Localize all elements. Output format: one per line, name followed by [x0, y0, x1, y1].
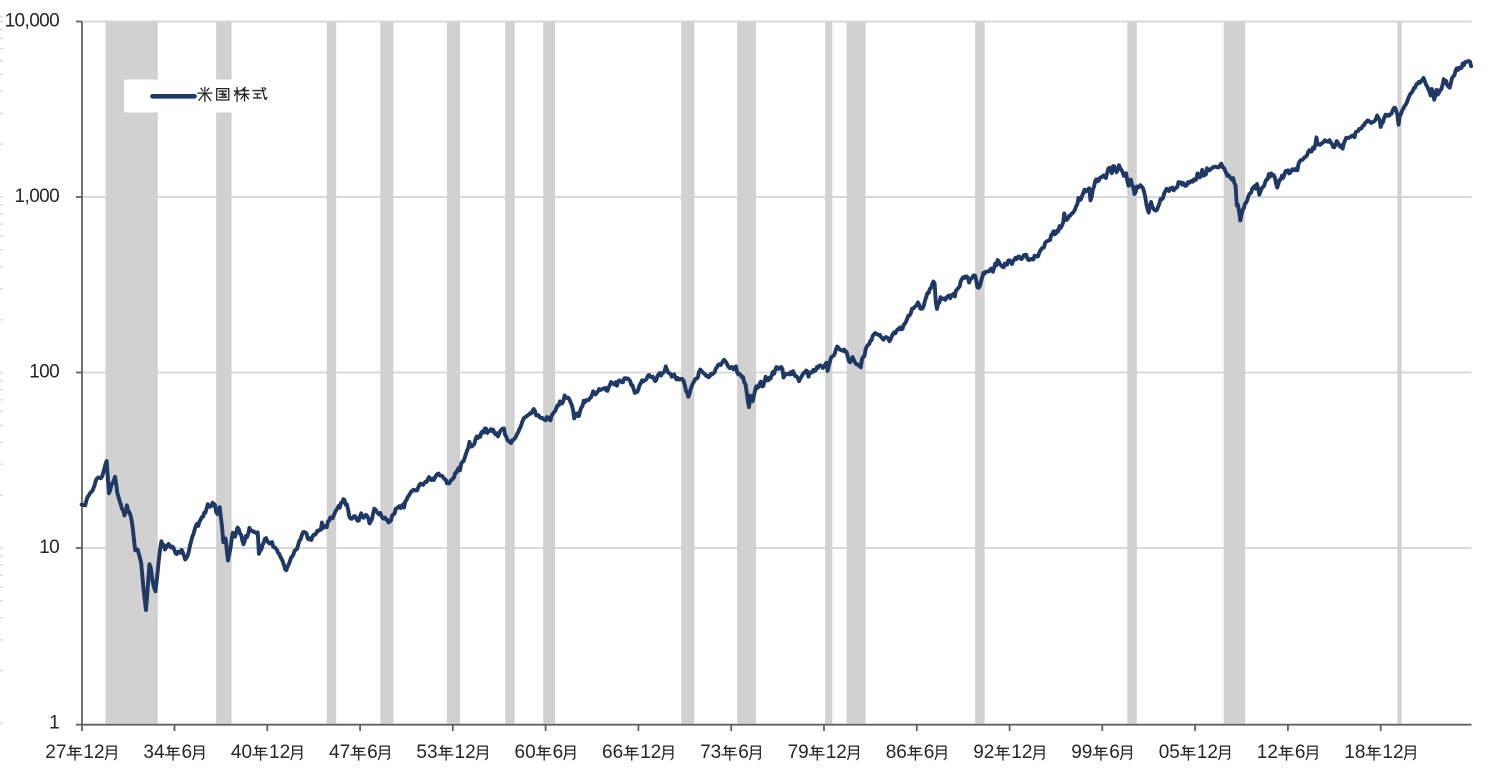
svg-text:12: 12: [826, 742, 847, 763]
svg-text:05: 05: [1159, 742, 1180, 763]
svg-text:100: 100: [29, 361, 59, 382]
svg-text:6: 6: [1109, 742, 1120, 763]
svg-text:12: 12: [1257, 742, 1278, 763]
svg-text:1: 1: [49, 712, 59, 733]
svg-text:10,000: 10,000: [5, 10, 60, 31]
svg-text:18: 18: [1344, 742, 1365, 763]
svg-text:12: 12: [1382, 742, 1403, 763]
svg-text:6: 6: [367, 742, 378, 763]
svg-text:12: 12: [269, 742, 290, 763]
svg-text:53: 53: [416, 742, 437, 763]
svg-text:86: 86: [886, 742, 907, 763]
svg-text:12: 12: [83, 742, 104, 763]
svg-text:6: 6: [553, 742, 564, 763]
svg-text:10: 10: [39, 537, 59, 558]
svg-text:6: 6: [1295, 742, 1306, 763]
svg-text:47: 47: [329, 742, 350, 763]
svg-text:6: 6: [924, 742, 935, 763]
svg-text:12: 12: [455, 742, 476, 763]
svg-text:40: 40: [231, 742, 252, 763]
svg-text:1,000: 1,000: [15, 186, 60, 207]
svg-text:60: 60: [515, 742, 536, 763]
svg-text:12: 12: [640, 742, 661, 763]
svg-text:73: 73: [700, 742, 721, 763]
svg-text:79: 79: [788, 742, 809, 763]
svg-text:12: 12: [1011, 742, 1032, 763]
svg-text:12: 12: [1197, 742, 1218, 763]
svg-text:6: 6: [738, 742, 749, 763]
svg-text:66: 66: [602, 742, 623, 763]
svg-text:34: 34: [143, 742, 165, 763]
svg-text:99: 99: [1071, 742, 1092, 763]
svg-text:27: 27: [45, 742, 66, 763]
svg-text:92: 92: [973, 742, 994, 763]
svg-text:6: 6: [182, 742, 193, 763]
